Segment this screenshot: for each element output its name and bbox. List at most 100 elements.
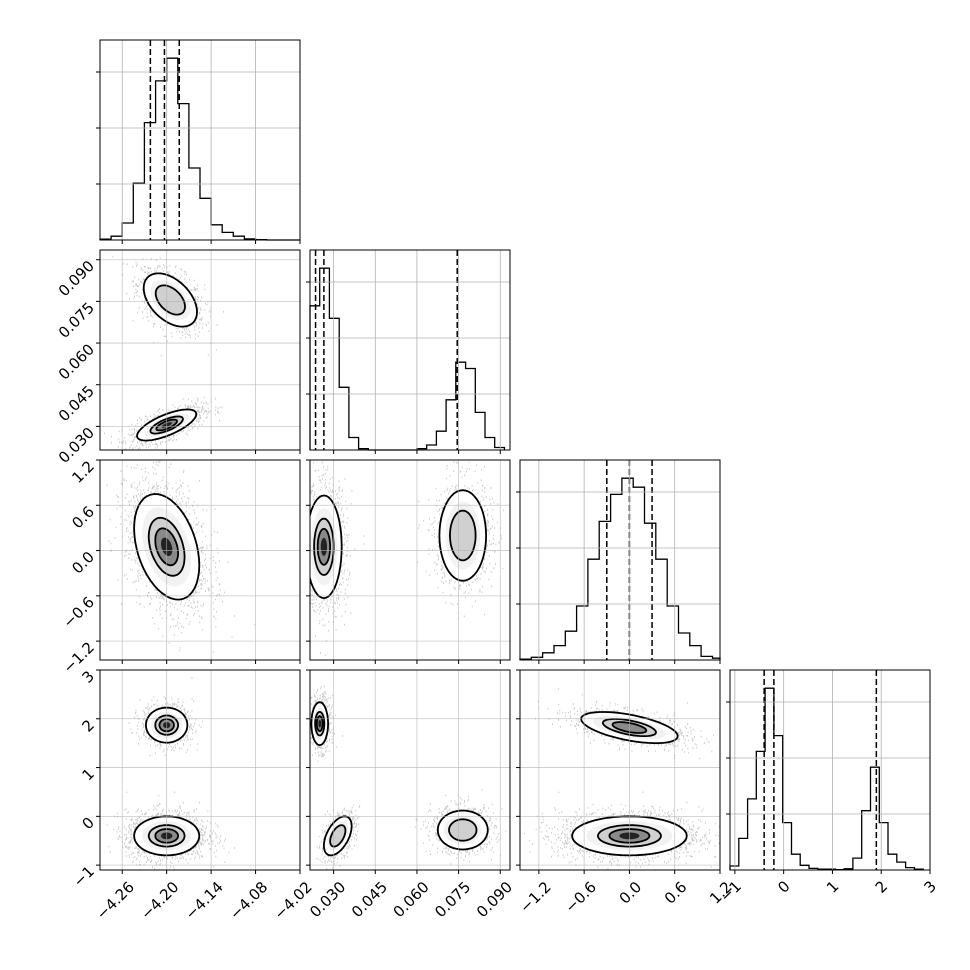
hist-grid-2 (516, 460, 720, 660)
panel-frame-2-3 (519, 669, 721, 871)
contour-panel-0-2 (133, 493, 201, 601)
y-tick-label-b-2: 0.060 (55, 340, 98, 383)
panel-frame-2-2 (519, 459, 721, 661)
density-level-2 (449, 510, 476, 561)
histogram-3 (729, 687, 924, 871)
x-tick-label-b-1: 0.045 (348, 878, 391, 921)
panel-grid-0-3 (100, 670, 300, 870)
x-tick-label-b-0: 0.030 (306, 878, 349, 921)
hist-grid-0 (96, 40, 300, 240)
contour-line-0 (310, 701, 330, 747)
x-tick-label-a-3: −4.08 (226, 878, 271, 923)
contour-line-2 (147, 516, 186, 577)
scatter-layer (100, 255, 720, 870)
x-tick-label-d-3: 2 (872, 877, 891, 896)
panel-grid-1-2 (310, 460, 510, 660)
contour-line-2 (154, 714, 180, 736)
panel-frame-3-3 (729, 669, 931, 871)
x-tick-label-d-4: 3 (921, 877, 940, 896)
hist-grid-3 (726, 670, 930, 870)
panel-frame-1-3 (309, 669, 511, 871)
contour-line-3 (154, 527, 180, 567)
x-tick-label-b-4: 0.090 (473, 878, 516, 921)
panel-frame-0-0 (99, 39, 301, 241)
contour-line-2 (147, 824, 186, 848)
x-tick-label-c-0: −1.2 (516, 878, 554, 916)
x-tick-label-c-3: 0.6 (661, 878, 691, 908)
x-tick-label-a-2: −4.14 (182, 878, 227, 923)
contour-line-2 (448, 509, 477, 562)
histogram-0 (99, 57, 300, 241)
panel-grid-0-2 (100, 460, 300, 660)
y-tick-label-d-4: 3 (79, 667, 98, 686)
axes-layer (96, 39, 931, 874)
contour-line-0 (133, 493, 201, 601)
y-tick-label-c-0: −1.2 (60, 638, 98, 676)
panel-grid-0-1 (100, 250, 300, 450)
contour-line-0 (310, 494, 343, 600)
histogram-1 (309, 267, 506, 451)
panel-frame-0-3 (99, 669, 301, 871)
contour-line-0 (438, 489, 488, 582)
panel-frame-1-2 (309, 459, 511, 661)
hist-grid-1 (306, 250, 510, 450)
x-tick-label-d-1: 0 (774, 877, 793, 896)
y-tick-label-d-1: 0 (79, 814, 98, 833)
y-tick-label-b-1: 0.045 (55, 382, 98, 425)
contour-line-3 (608, 828, 651, 844)
density-level-4 (318, 719, 322, 728)
contour-line-2 (448, 818, 478, 842)
scatter-panel-2-3 (524, 688, 720, 870)
contour-panel-0-3 (133, 706, 201, 857)
histogram-2 (519, 477, 721, 660)
y-tick-label-b-0: 0.030 (55, 424, 98, 467)
y-tick-label-b-4: 0.090 (55, 257, 98, 300)
panel-frame-0-1 (99, 249, 301, 451)
y-tick-label-d-0: −1 (70, 862, 98, 890)
x-tick-label-a-0: −4.26 (93, 878, 138, 923)
contour-line-0 (571, 815, 688, 857)
contour-line-3 (158, 718, 175, 733)
contour-line-0 (436, 809, 489, 851)
x-tick-label-c-2: 0.0 (616, 878, 646, 908)
panel-grid-1-3 (310, 670, 510, 870)
contour-line-3 (315, 715, 324, 733)
x-tick-label-a-1: −4.20 (137, 878, 182, 923)
contour-line-0 (133, 815, 201, 857)
y-tick-label-c-3: 0.6 (68, 503, 98, 533)
lines-layer (99, 40, 924, 871)
panel-grid-2-3 (520, 670, 720, 870)
y-tick-label-d-2: 1 (79, 765, 98, 784)
panel-frame-1-1 (309, 249, 511, 451)
contour-panel-1-3 (310, 701, 489, 857)
x-tick-label-c-1: −0.6 (561, 878, 599, 916)
contour-line-2 (596, 824, 662, 848)
y-tick-label-d-3: 2 (79, 716, 98, 735)
contour-line-2 (601, 718, 657, 737)
contour-line-3 (611, 721, 648, 734)
contour-line-0 (136, 408, 198, 442)
panel-frame-0-2 (99, 459, 301, 661)
y-tick-label-c-4: 1.2 (68, 457, 98, 487)
x-tick-label-b-2: 0.060 (390, 878, 433, 921)
x-tick-label-d-2: 1 (823, 877, 842, 896)
scatter-panel-0-2 (106, 460, 255, 653)
x-tick-label-a-4: −4.02 (271, 878, 316, 923)
y-tick-label-b-3: 0.075 (55, 299, 98, 342)
contour-line-2 (313, 517, 335, 576)
contour-line-2 (154, 284, 186, 316)
contour-line-2 (314, 710, 326, 737)
contour-line-3 (316, 527, 331, 566)
contour-line-3 (154, 828, 180, 844)
contour-line-2 (149, 415, 184, 435)
x-tick-label-b-3: 0.075 (431, 878, 474, 921)
contour-line-0 (144, 706, 189, 744)
density-level-4 (320, 537, 327, 556)
contour-panel-1-2 (310, 489, 488, 600)
scatter-panel-1-2 (310, 461, 505, 657)
y-tick-label-c-1: −0.6 (60, 593, 98, 631)
density-level-2 (449, 819, 477, 841)
contour-line-2 (329, 824, 347, 848)
y-tick-label-c-2: 0.0 (68, 548, 98, 578)
